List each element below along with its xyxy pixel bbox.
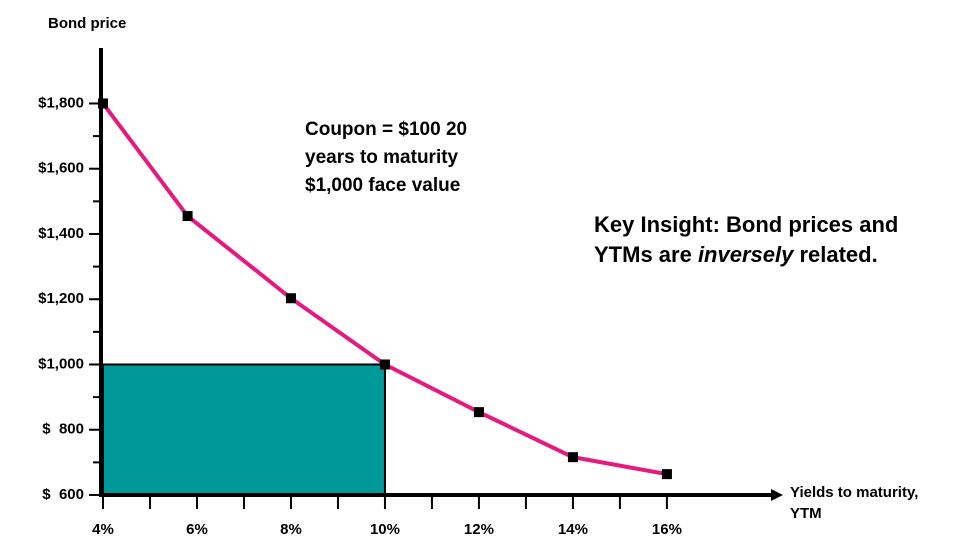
insight: Key Insight: Bond prices and [594,212,898,237]
insight: YTMs are inversely related. [594,242,878,267]
y-tick-label: $1,000 [38,355,84,372]
y-tick-label: $1,800 [38,94,84,111]
x-tick-label: 10% [370,521,400,538]
marker [473,407,484,418]
x-tick-label: 12% [464,521,494,538]
insight-part: inversely [698,242,795,267]
x-tick-label: 4% [92,521,114,538]
marker [379,359,390,370]
annotation: Coupon = $100 20 [305,119,467,140]
x-tick-label: 16% [652,521,682,538]
highlight-area [102,363,386,496]
marker [182,211,193,222]
marker [567,452,578,463]
y-tick-label: $ 800 [42,421,84,438]
insight-part: YTMs are [594,242,698,267]
x-tick-label: 8% [280,521,302,538]
annotation: years to maturity [305,147,459,168]
insight-part: related. [793,242,877,267]
x-axis-arrow [771,489,783,501]
x-axis-label: Yields to maturity, [790,484,918,501]
marker [661,469,672,480]
y-tick-label: $1,400 [38,225,84,242]
y-axis-label: Bond price [48,15,126,32]
y-tick-label: $ 600 [42,486,84,503]
marker [98,98,108,109]
x-tick-label: 6% [186,521,208,538]
x-axis-label: YTM [790,505,822,522]
annotation: $1,000 face value [305,175,460,196]
y-tick-label: $1,600 [38,160,84,177]
y-tick-label: $1,200 [38,290,84,307]
marker [285,293,296,304]
x-tick-label: 14% [558,521,588,538]
